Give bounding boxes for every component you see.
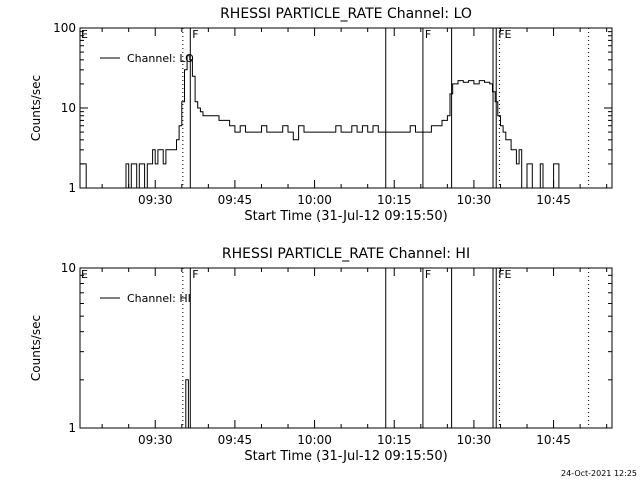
- event-marker-label: FE: [498, 268, 511, 281]
- timestamp-footer: 24-Oct-2021 12:25: [561, 469, 637, 478]
- panel-lo: RHESSI PARTICLE_RATE Channel: LO Counts/s…: [29, 6, 613, 224]
- x-tick-label: 10:45: [536, 433, 571, 447]
- event-marker-label: F: [192, 28, 198, 41]
- x-tick-label: 10:15: [377, 433, 412, 447]
- x-tick-label: 10:30: [457, 193, 492, 207]
- event-marker-label: F: [425, 28, 431, 41]
- x-tick-label: 09:45: [218, 433, 253, 447]
- x-tick-label: 10:45: [536, 193, 571, 207]
- series-line: [80, 55, 573, 189]
- x-axis-label: Start Time (31-Jul-12 09:15:50): [244, 209, 447, 224]
- legend-label: Channel: HI: [127, 292, 191, 305]
- x-tick-label: 10:00: [297, 433, 332, 447]
- x-tick-label: 10:30: [457, 433, 492, 447]
- x-tick-label: 10:15: [377, 193, 412, 207]
- y-tick-label: 1: [68, 181, 76, 195]
- y-tick-label: 1: [68, 421, 76, 435]
- event-marker-label: FE: [498, 28, 511, 41]
- y-tick-label: 100: [53, 21, 76, 35]
- panel-hi: RHESSI PARTICLE_RATE Channel: HI Counts/s…: [29, 246, 613, 464]
- x-tick-label: 10:00: [297, 193, 332, 207]
- x-tick-label: 09:30: [138, 193, 173, 207]
- plot-frame: [79, 267, 613, 429]
- y-tick-label: 10: [61, 101, 76, 115]
- edge-label: E: [81, 28, 88, 41]
- y-tick-label: 10: [61, 261, 76, 275]
- x-tick-label: 09:45: [218, 193, 253, 207]
- event-marker-label: F: [192, 268, 198, 281]
- legend-label: Channel: LO: [127, 52, 194, 65]
- series-line: [184, 379, 193, 429]
- y-axis-label: Counts/sec: [29, 315, 43, 381]
- chart-title: RHESSI PARTICLE_RATE Channel: LO: [220, 6, 472, 22]
- y-axis-label: Counts/sec: [29, 75, 43, 141]
- x-tick-label: 09:30: [138, 433, 173, 447]
- x-axis-label: Start Time (31-Jul-12 09:15:50): [244, 449, 447, 464]
- chart-title: RHESSI PARTICLE_RATE Channel: HI: [222, 246, 470, 262]
- edge-label: E: [81, 268, 88, 281]
- event-marker-label: F: [425, 268, 431, 281]
